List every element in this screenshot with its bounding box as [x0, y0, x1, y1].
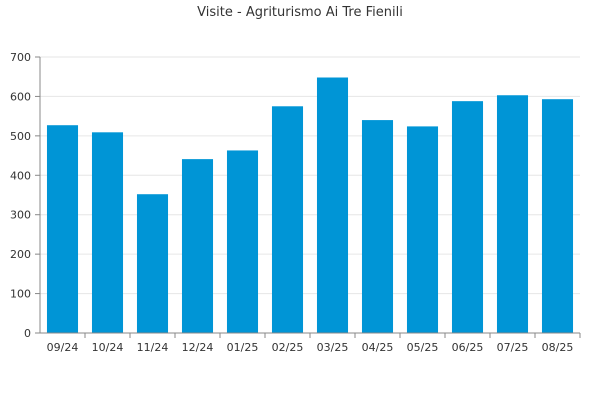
bar[interactable]	[316, 77, 349, 333]
y-tick-label: 500	[10, 130, 31, 143]
x-tick-label: 06/25	[452, 341, 484, 354]
bar[interactable]	[361, 120, 394, 333]
bar[interactable]	[496, 95, 529, 333]
y-tick-label: 100	[10, 288, 31, 301]
bar[interactable]	[406, 126, 439, 333]
x-tick-label: 07/25	[497, 341, 529, 354]
bar[interactable]	[541, 99, 574, 333]
bars-layer	[46, 77, 574, 334]
y-tick-label: 0	[24, 327, 31, 340]
x-tick-label: 12/24	[182, 341, 214, 354]
y-tick-label: 400	[10, 169, 31, 182]
bar[interactable]	[91, 132, 124, 333]
bar[interactable]	[451, 101, 484, 333]
y-tick-label: 200	[10, 248, 31, 261]
x-tick-label: 02/25	[272, 341, 304, 354]
x-tick-label: 01/25	[227, 341, 259, 354]
x-tick-label: 05/25	[407, 341, 439, 354]
grid-layer	[40, 56, 580, 295]
bar[interactable]	[226, 150, 259, 333]
bar[interactable]	[181, 159, 214, 333]
x-tick-label: 09/24	[47, 341, 79, 354]
y-tick-label: 700	[10, 51, 31, 64]
y-tick-label: 600	[10, 90, 31, 103]
x-tick-label: 03/25	[317, 341, 349, 354]
axis-layer: 0 100 200 300 400 500 600 700 09/24 10/24 11/24 12/…	[10, 51, 581, 354]
bar[interactable]	[271, 106, 304, 334]
x-tick-label: 10/24	[92, 341, 124, 354]
bar[interactable]	[46, 125, 79, 333]
x-tick-label: 04/25	[362, 341, 394, 354]
chart-title: Visite - Agriturismo Ai Tre Fienili	[197, 5, 403, 20]
x-tick-label: 08/25	[542, 341, 574, 354]
y-tick-label: 300	[10, 209, 31, 222]
x-tick-label: 11/24	[137, 341, 169, 354]
bar[interactable]	[136, 194, 169, 333]
